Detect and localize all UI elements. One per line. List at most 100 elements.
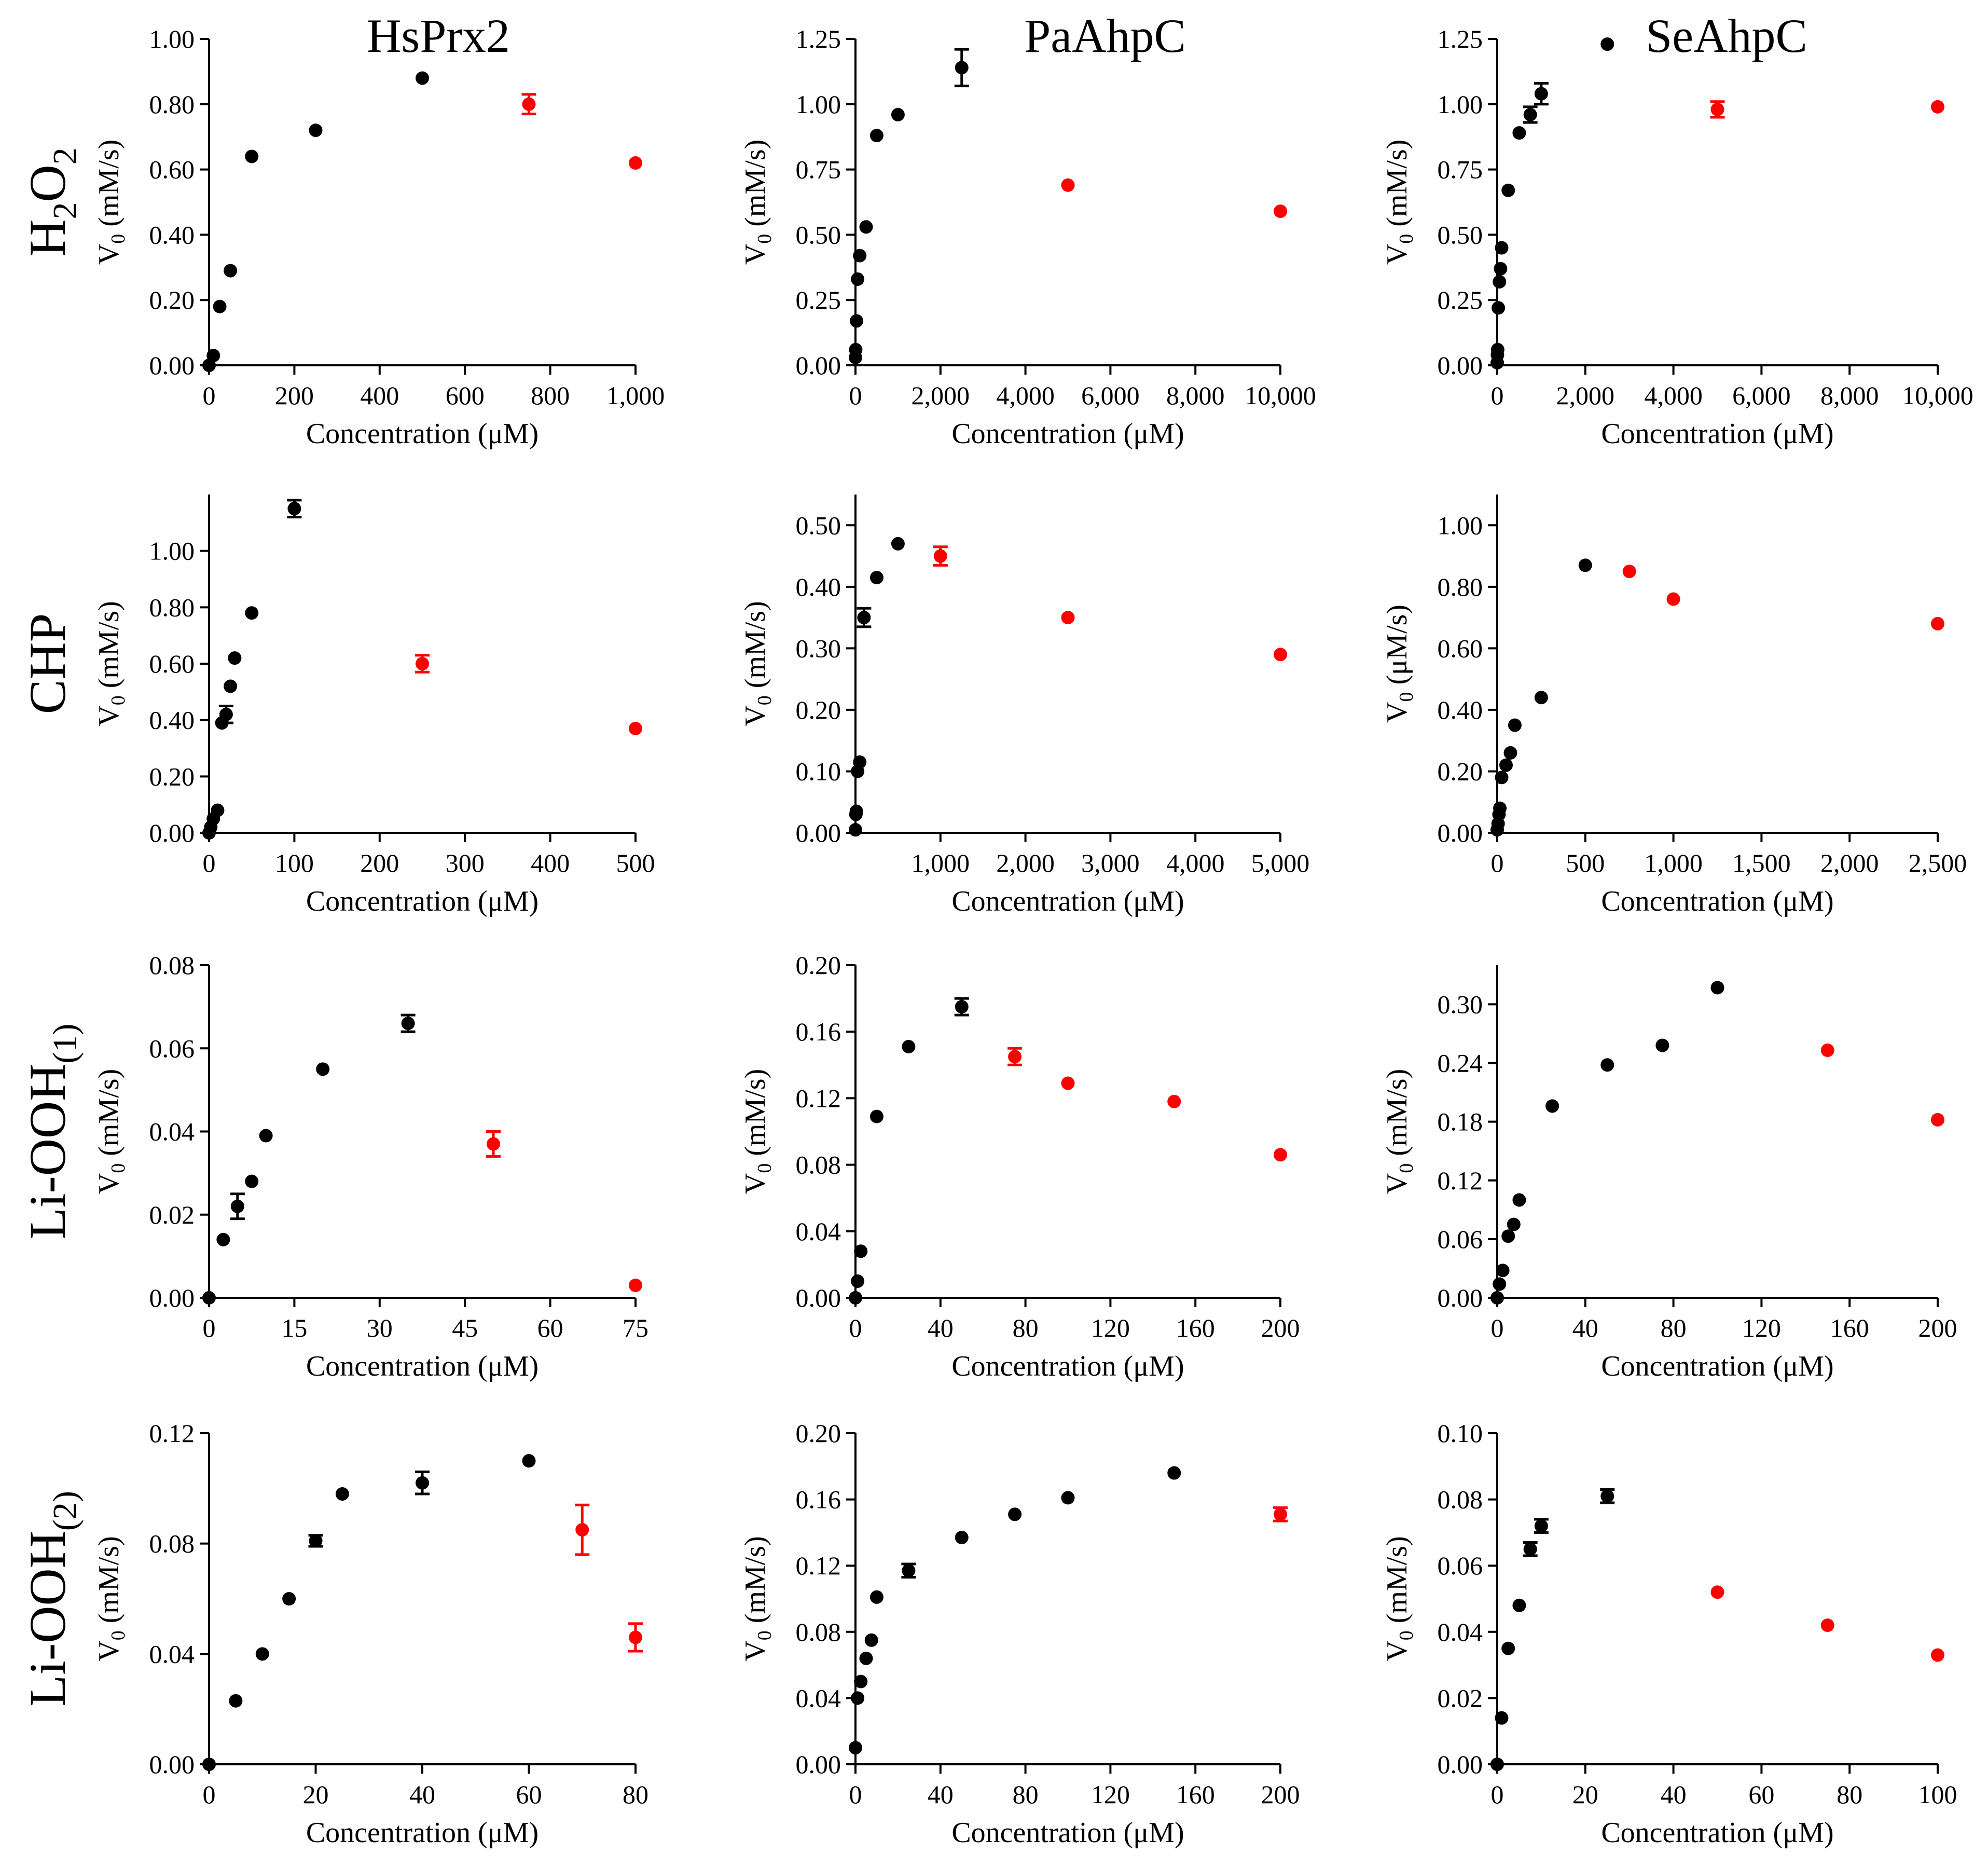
x-tick-label: 80 bbox=[1013, 1313, 1039, 1342]
x-tick-label: 2,000 bbox=[1556, 381, 1615, 410]
data-point bbox=[849, 342, 863, 356]
chart-li1-seahpc: 0 40 80 120 160 200 0.00 0.06 0.12 0.18 0.24 0.30 Co… bbox=[1381, 965, 1957, 1382]
data-point bbox=[955, 1000, 969, 1014]
y-tick-label: 0.04 bbox=[1438, 1617, 1483, 1647]
data-point bbox=[416, 657, 429, 670]
data-point bbox=[1493, 1277, 1507, 1291]
y-tick-label: 0.18 bbox=[1438, 1107, 1483, 1136]
data-point bbox=[851, 1691, 865, 1705]
y-tick-label: 0.00 bbox=[149, 818, 195, 847]
x-tick-label: 40 bbox=[1572, 1313, 1598, 1342]
data-point bbox=[869, 571, 883, 585]
data-point bbox=[1600, 1489, 1614, 1503]
x-tick-label: 160 bbox=[1176, 1313, 1215, 1342]
y-tick-label: 0.60 bbox=[149, 155, 195, 184]
chart-h2o2-seahpc: 0 2,000 4,000 6,000 8,000 10,000 0.00 0.25 0.50 0… bbox=[1381, 24, 1973, 450]
data-point bbox=[206, 349, 220, 363]
data-point bbox=[629, 1630, 642, 1644]
data-point bbox=[1274, 204, 1287, 218]
data-point bbox=[1931, 616, 1944, 630]
y-tick-label: 0.00 bbox=[796, 1283, 841, 1312]
x-tick-label: 2,500 bbox=[1909, 848, 1967, 877]
column-title-paahpc: PaAhpC bbox=[1024, 9, 1186, 62]
data-point bbox=[853, 755, 867, 769]
y-tick-label: 0.06 bbox=[149, 1034, 195, 1063]
data-point bbox=[202, 1758, 216, 1771]
x-tick-label: 0 bbox=[203, 1313, 216, 1342]
x-tick-label: 0 bbox=[849, 1313, 862, 1342]
data-point bbox=[864, 1633, 878, 1647]
x-tick-label: 6,000 bbox=[1732, 381, 1791, 410]
data-point bbox=[902, 1040, 916, 1054]
y-tick-label: 0.50 bbox=[1438, 220, 1483, 249]
y-tick-label: 0.20 bbox=[796, 695, 841, 724]
y-axis-label: V0 (mM/s) bbox=[1381, 140, 1417, 265]
y-tick-label: 1.00 bbox=[149, 537, 195, 566]
x-tick-label: 1,000 bbox=[1644, 848, 1703, 877]
data-point bbox=[1534, 87, 1548, 101]
data-point bbox=[1710, 981, 1724, 995]
y-axis-label: V0 (μM/s) bbox=[1381, 605, 1417, 723]
row-label-3: Li-OOH(2) bbox=[19, 1491, 84, 1707]
data-point bbox=[1490, 342, 1504, 356]
y-tick-label: 0.12 bbox=[1438, 1166, 1483, 1195]
data-point bbox=[1495, 241, 1509, 255]
y-tick-label: 0.30 bbox=[1438, 990, 1483, 1019]
data-point bbox=[1061, 1491, 1075, 1505]
data-point bbox=[245, 149, 259, 163]
x-tick-label: 2,000 bbox=[1820, 848, 1879, 877]
data-point bbox=[1495, 771, 1509, 785]
y-tick-label: 0.25 bbox=[1438, 285, 1483, 314]
data-point bbox=[859, 220, 873, 234]
x-tick-label: 120 bbox=[1742, 1313, 1781, 1342]
data-point bbox=[1622, 565, 1636, 579]
data-point bbox=[1493, 801, 1507, 815]
y-axis-label: V0 (mM/s) bbox=[93, 140, 129, 265]
data-point bbox=[287, 502, 301, 516]
data-point bbox=[851, 272, 865, 286]
y-tick-label: 0.16 bbox=[796, 1017, 841, 1046]
data-point bbox=[1523, 1542, 1537, 1556]
data-point bbox=[629, 1278, 642, 1292]
y-tick-label: 0.10 bbox=[796, 757, 841, 786]
x-axis-label: Concentration (μM) bbox=[951, 1350, 1184, 1382]
data-point bbox=[902, 1563, 916, 1577]
data-point bbox=[1167, 1094, 1181, 1108]
y-tick-label: 0.02 bbox=[1438, 1683, 1483, 1712]
data-point bbox=[869, 1590, 883, 1604]
y-tick-label: 0.12 bbox=[796, 1551, 841, 1580]
x-tick-label: 200 bbox=[360, 848, 399, 877]
x-tick-label: 40 bbox=[1661, 1780, 1687, 1809]
data-point bbox=[229, 1694, 243, 1708]
row-label-0: H2O2 bbox=[19, 147, 84, 256]
y-tick-label: 1.25 bbox=[796, 24, 841, 53]
data-point bbox=[1600, 1058, 1614, 1072]
y-tick-label: 0.50 bbox=[796, 511, 841, 540]
data-point bbox=[850, 314, 864, 328]
x-tick-label: 0 bbox=[203, 381, 216, 410]
chart-li1-hsprx2: 0 15 30 45 60 75 0.00 0.02 0.04 0.06 0.08 Concentra… bbox=[93, 951, 648, 1382]
data-point bbox=[854, 1244, 868, 1258]
x-tick-label: 600 bbox=[446, 381, 485, 410]
x-tick-label: 5,000 bbox=[1251, 848, 1310, 877]
chart-chp-hsprx2: 0 100 200 300 400 500 0.00 0.20 0.40 0.60 0.80 1.00… bbox=[93, 495, 655, 917]
data-point bbox=[1008, 1050, 1022, 1064]
data-point bbox=[1655, 1038, 1669, 1052]
chart-grid: 0 200 400 600 800 1,0000.000.200.400.600.801.… bbox=[93, 24, 1973, 1849]
x-tick-label: 0 bbox=[1491, 1780, 1504, 1809]
data-point bbox=[487, 1137, 500, 1151]
data-point bbox=[1167, 1466, 1181, 1480]
data-point bbox=[309, 1534, 323, 1548]
y-tick-label: 1.00 bbox=[1438, 90, 1483, 119]
data-point bbox=[1545, 1099, 1559, 1113]
x-tick-label: 10,000 bbox=[1902, 381, 1973, 410]
chart-h2o2-hsprx2: 0 200 400 600 800 1,000 0.00 0.20 0.40 0.60 0.80 1.… bbox=[93, 24, 665, 450]
data-point bbox=[522, 97, 536, 111]
x-axis-label: Concentration (μM) bbox=[306, 418, 539, 450]
x-tick-label: 4,000 bbox=[1166, 848, 1225, 877]
data-point bbox=[1061, 178, 1075, 192]
data-point bbox=[219, 707, 233, 721]
y-tick-label: 1.00 bbox=[1438, 511, 1483, 540]
data-point bbox=[1820, 1044, 1834, 1058]
x-tick-label: 4,000 bbox=[1644, 381, 1703, 410]
